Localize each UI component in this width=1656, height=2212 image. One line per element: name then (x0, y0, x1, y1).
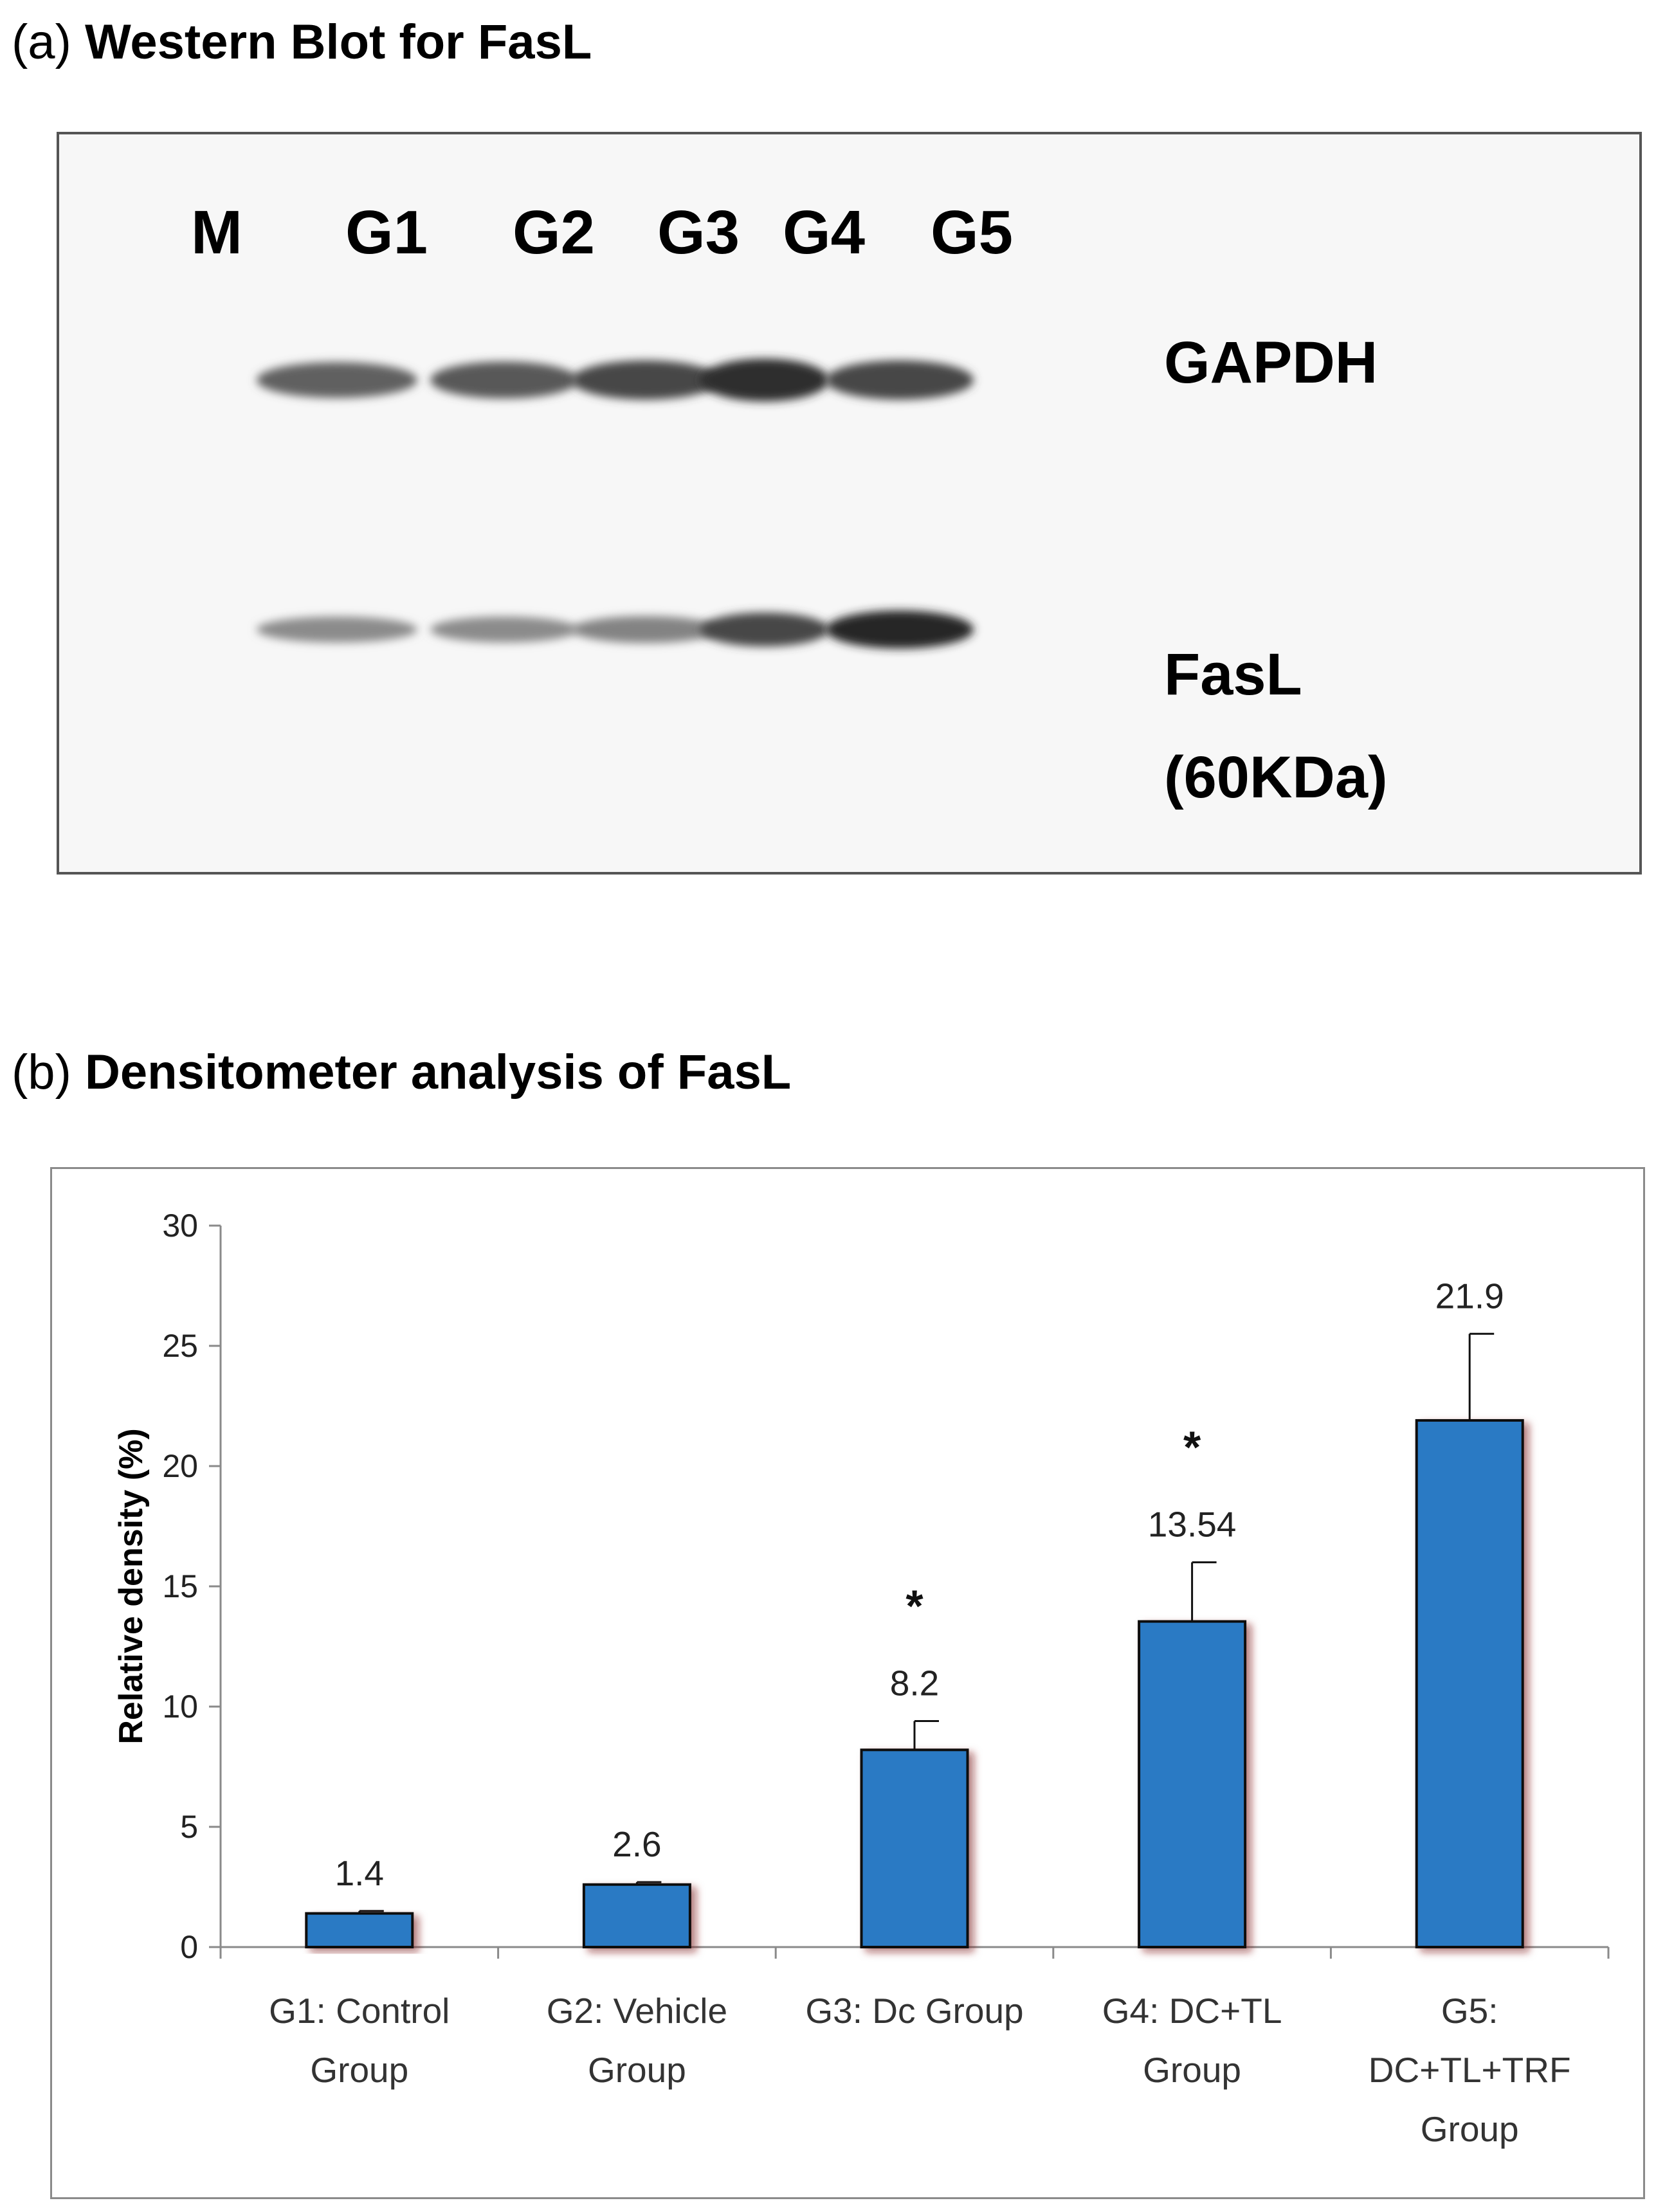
panel-a-prefix: (a) (12, 15, 71, 69)
y-tick-label: 30 (162, 1208, 198, 1244)
lane-label-m: M (191, 198, 242, 267)
bar-chart-frame: 0 5 10 15 20 25 30 Relative density (%) 1.4 G1: C… (50, 1167, 1645, 2199)
blot-band-fasl-lane-5 (826, 610, 974, 649)
data-label-3: 8.2 (890, 1663, 939, 1703)
data-label-2: 2.6 (612, 1824, 661, 1864)
data-label-5: 21.9 (1435, 1276, 1504, 1316)
y-tick-label: 0 (180, 1929, 198, 1965)
blot-bands-canvas (257, 358, 974, 649)
y-tick-label: 15 (162, 1568, 198, 1604)
bar-4 (1138, 1620, 1247, 1948)
panel-b-heading: Densitometer analysis of FasL (85, 1045, 792, 1100)
panel-a-heading: Western Blot for FasL (85, 15, 592, 69)
blot-band-gapdh-lane-4 (700, 358, 829, 402)
data-label-4: 13.54 (1148, 1505, 1237, 1545)
lane-label-g3: G3 (657, 198, 740, 267)
significance-marker-4: * (1183, 1422, 1201, 1473)
bar-3 (860, 1748, 969, 1948)
y-tick-label: 20 (162, 1448, 198, 1484)
panel-a-title: (a) Western Blot for FasL (12, 18, 592, 67)
category-label-5: G5: DC+TL+TRF Group (1369, 1991, 1571, 2149)
y-tick-label: 25 (162, 1328, 198, 1364)
blot-band-gapdh-lane-1 (257, 362, 417, 398)
bar-chart: 0 5 10 15 20 25 30 Relative density (%) 1.4 G1: C… (113, 1208, 1610, 2149)
significance-marker-3: * (905, 1581, 924, 1631)
blot-band-gapdh-lane-5 (826, 360, 974, 400)
category-label-3: G3: Dc Group (805, 1991, 1023, 2031)
category-label-1: G1: Control Group (269, 1991, 450, 2090)
blot-band-gapdh-lane-3 (572, 360, 720, 400)
bar-5 (1415, 1419, 1524, 1948)
blot-band-fasl-lane-3 (572, 615, 720, 644)
y-tick-label: 10 (162, 1689, 198, 1725)
blot-band-fasl-lane-2 (430, 616, 578, 643)
bar-2 (582, 1883, 691, 1949)
y-axis-label: Relative density (%) (113, 1428, 150, 1744)
blot-band-fasl-lane-1 (257, 616, 417, 643)
western-blot-image: M G1 G2 G3 G4 G5 GAPDH FasL (60KDa) (57, 132, 1642, 875)
data-label-1: 1.4 (335, 1853, 384, 1893)
lane-label-g1: G1 (345, 198, 428, 267)
band-label-gapdh: GAPDH (1164, 330, 1378, 395)
band-label-fasl-size: (60KDa) (1164, 745, 1388, 810)
blot-band-fasl-lane-4 (700, 612, 829, 647)
band-label-fasl: FasL (1164, 642, 1302, 707)
lane-label-g5: G5 (931, 198, 1014, 267)
y-tick-label: 5 (180, 1809, 198, 1845)
lane-label-g2: G2 (513, 198, 596, 267)
lane-label-g4: G4 (783, 198, 866, 267)
panel-b-title: (b) Densitometer analysis of FasL (12, 1048, 791, 1097)
blot-band-gapdh-lane-2 (430, 361, 578, 399)
bar-1 (305, 1912, 414, 1949)
category-label-2: G2: Vehicle Group (547, 1991, 727, 2090)
category-label-4: G4: DC+TL Group (1102, 1991, 1282, 2090)
panel-b-prefix: (b) (12, 1045, 71, 1100)
